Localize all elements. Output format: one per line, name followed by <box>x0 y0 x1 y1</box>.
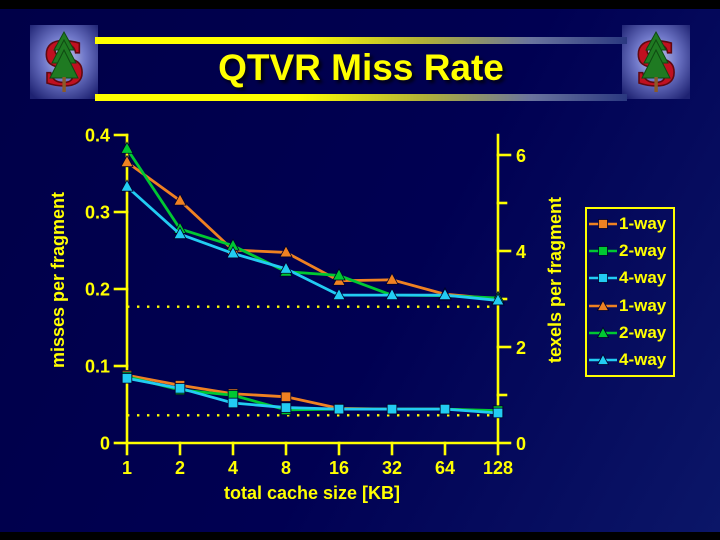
left-tick-label: 0.3 <box>85 203 110 223</box>
square-marker <box>280 391 292 403</box>
series-right-2-way <box>120 141 505 303</box>
triangle-marker <box>279 261 293 274</box>
triangle-marker <box>491 293 505 306</box>
legend-item: 2-way <box>589 238 673 264</box>
triangle-marker <box>279 245 293 258</box>
square-marker <box>121 373 133 384</box>
legend-label: 2-way <box>619 322 667 342</box>
triangle-marker <box>173 193 187 206</box>
right-tick-label: 6 <box>516 146 526 166</box>
legend-item: 1-way <box>589 293 673 319</box>
triangle-marker <box>226 246 240 259</box>
x-tick-label: 64 <box>435 458 455 478</box>
legend-label: 4-way <box>619 350 667 370</box>
square-marker <box>227 397 239 409</box>
stanford-tree-logo: S <box>30 25 98 99</box>
legend-item: 4-way <box>589 265 673 291</box>
left-tick-label: 0.1 <box>85 357 110 377</box>
x-tick-label: 16 <box>329 458 349 478</box>
triangle-marker <box>120 154 134 168</box>
triangle-marker <box>120 179 134 192</box>
x-tick-label: 2 <box>175 458 185 478</box>
triangle-marker-icon <box>589 299 617 311</box>
square-marker-icon <box>589 218 617 229</box>
chart-series <box>120 141 505 419</box>
triangle-marker <box>120 141 134 154</box>
right-tick-label: 0 <box>516 434 526 454</box>
left-y-axis-title: misses per fragment <box>48 192 68 368</box>
square-marker <box>492 407 504 419</box>
triangle-marker <box>332 287 346 301</box>
legend-item: 4-way <box>589 347 673 373</box>
legend-item: 2-way <box>589 320 673 346</box>
triangle-marker <box>332 268 346 281</box>
square-marker <box>386 403 398 415</box>
x-tick-label: 4 <box>228 458 238 478</box>
legend-label: 1-way <box>619 213 667 233</box>
square-marker <box>174 383 186 394</box>
legend-item: 1-way <box>589 211 673 237</box>
x-axis-title: total cache size [KB] <box>224 483 400 503</box>
triangle-marker <box>173 226 187 240</box>
slide-title: QTVR Miss Rate <box>218 47 504 88</box>
triangle-marker-icon <box>589 353 617 366</box>
header-rule-top <box>95 37 627 44</box>
slide-background: S S QTVR Miss Rate 0 0.1 0.2 0.3 0.4 0 2 4 6 1 2 4 8… <box>0 9 720 532</box>
header-rule-bottom <box>95 94 627 101</box>
legend-label: 4-way <box>619 268 667 288</box>
left-tick-label: 0.4 <box>85 126 110 146</box>
series-right-1-way <box>120 154 505 304</box>
legend-label: 1-way <box>619 295 667 315</box>
triangle-marker <box>385 272 399 285</box>
triangle-marker <box>385 287 399 301</box>
right-y-axis-title: texels per fragment <box>545 197 565 363</box>
miss-rate-chart: 0 0.1 0.2 0.3 0.4 0 2 4 6 1 2 4 8 16 32 64 128 misses pe… <box>48 126 565 504</box>
triangle-marker <box>438 287 452 301</box>
square-marker-icon <box>589 273 617 284</box>
left-tick-label: 0.2 <box>85 280 110 300</box>
square-marker <box>280 402 292 413</box>
square-marker-icon <box>589 246 617 256</box>
x-tick-label: 32 <box>382 458 402 478</box>
right-tick-label: 2 <box>516 338 526 358</box>
chart-legend: 1-way 2-way 4-way 1-way 2-way 4-way <box>585 207 675 377</box>
series-left-4-way <box>121 373 504 419</box>
square-marker <box>333 403 345 415</box>
x-tick-label: 1 <box>122 458 132 478</box>
series-right-4-way <box>120 179 505 306</box>
left-tick-label: 0 <box>100 434 110 454</box>
stanford-tree-logo: S <box>622 25 690 99</box>
x-tick-label: 8 <box>281 458 291 478</box>
right-tick-label: 4 <box>516 242 526 262</box>
triangle-marker-icon <box>589 326 617 338</box>
square-marker <box>439 403 451 415</box>
x-tick-label: 128 <box>483 458 513 478</box>
legend-label: 2-way <box>619 240 667 260</box>
